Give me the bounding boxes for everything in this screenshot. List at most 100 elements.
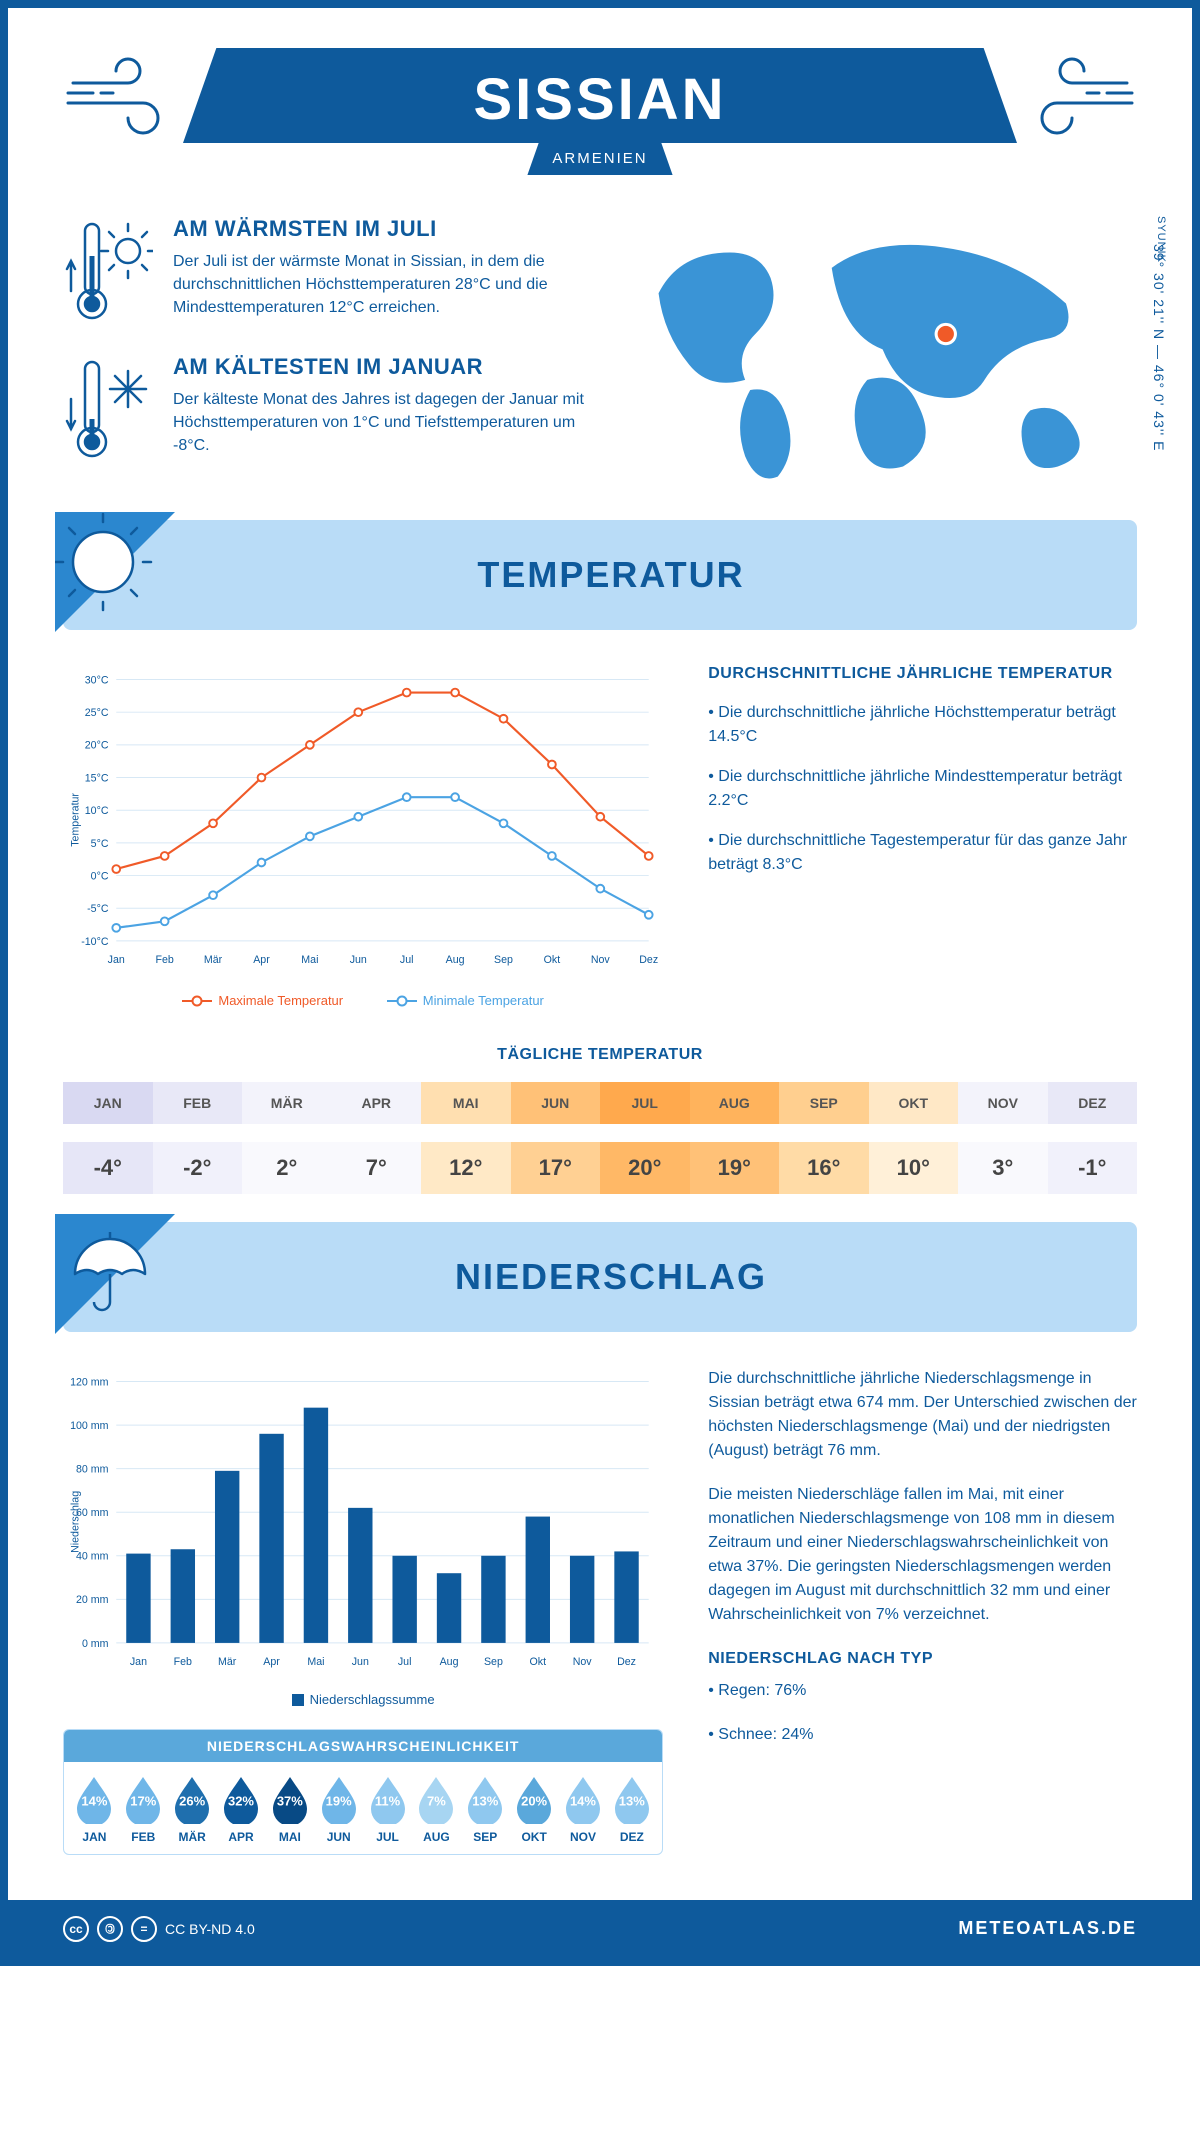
month-head: OKT <box>869 1082 959 1124</box>
prob-cell: 19%JUN <box>314 1774 363 1844</box>
fact-cold-title: AM KÄLTESTEN IM JANUAR <box>173 354 598 380</box>
thermometer-snow-icon <box>63 354 153 464</box>
month-val: -2° <box>153 1142 243 1194</box>
svg-text:Niederschlag: Niederschlag <box>69 1491 81 1553</box>
svg-text:25°C: 25°C <box>85 707 109 719</box>
svg-text:Dez: Dez <box>617 1656 636 1668</box>
legend-max: Maximale Temperatur <box>218 993 343 1008</box>
month-head: MAI <box>421 1082 511 1124</box>
world-map-icon <box>628 222 1137 487</box>
svg-text:Nov: Nov <box>591 954 611 966</box>
month-head: JUN <box>511 1082 601 1124</box>
svg-text:Apr: Apr <box>263 1656 280 1668</box>
temp-text-heading: DURCHSCHNITTLICHE JÄHRLICHE TEMPERATUR <box>708 665 1137 683</box>
precip-probability-box: NIEDERSCHLAGSWAHRSCHEINLICHKEIT 14%JAN17… <box>63 1729 663 1855</box>
svg-text:120 mm: 120 mm <box>70 1377 109 1389</box>
prob-cell: 11%JUL <box>363 1774 412 1844</box>
temp-bullet-2: • Die durchschnittliche jährliche Mindes… <box>708 765 1137 813</box>
month-val: 12° <box>421 1142 511 1194</box>
precip-chart-legend: Niederschlagssumme <box>63 1692 663 1709</box>
svg-text:15°C: 15°C <box>85 772 109 784</box>
umbrella-icon <box>55 1214 175 1334</box>
month-head: FEB <box>153 1082 243 1124</box>
prob-cell: 32%APR <box>217 1774 266 1844</box>
precipitation-bar-chart: 0 mm20 mm40 mm60 mm80 mm100 mm120 mmJanF… <box>63 1367 663 1677</box>
svg-text:20°C: 20°C <box>85 740 109 752</box>
svg-text:Feb: Feb <box>174 1656 192 1668</box>
svg-text:Jul: Jul <box>398 1656 412 1668</box>
country-subtitle: ARMENIEN <box>527 142 672 175</box>
thermometer-sun-icon <box>63 216 153 326</box>
svg-text:100 mm: 100 mm <box>70 1420 109 1432</box>
fact-cold-text: Der kälteste Monat des Jahres ist dagege… <box>173 388 598 458</box>
svg-text:Aug: Aug <box>446 954 465 966</box>
month-val: 17° <box>511 1142 601 1194</box>
month-val: 7° <box>332 1142 422 1194</box>
svg-text:30°C: 30°C <box>85 674 109 686</box>
prob-cell: 17%FEB <box>119 1774 168 1844</box>
fact-warmest: AM WÄRMSTEN IM JULI Der Juli ist der wär… <box>63 216 598 326</box>
month-val: 3° <box>958 1142 1048 1194</box>
month-head: JAN <box>63 1082 153 1124</box>
coordinates: 39° 30' 21'' N — 46° 0' 43'' E <box>1151 244 1167 451</box>
temp-bullet-3: • Die durchschnittliche Tagestemperatur … <box>708 829 1137 877</box>
svg-text:5°C: 5°C <box>91 838 109 850</box>
prob-cell: 13%SEP <box>461 1774 510 1844</box>
svg-text:Nov: Nov <box>573 1656 593 1668</box>
month-head: APR <box>332 1082 422 1124</box>
svg-text:Dez: Dez <box>639 954 658 966</box>
fact-coldest: AM KÄLTESTEN IM JANUAR Der kälteste Mona… <box>63 354 598 464</box>
precip-type-2: • Schnee: 24% <box>708 1723 1137 1747</box>
svg-text:Temperatur: Temperatur <box>69 793 81 847</box>
prob-cell: 14%JAN <box>70 1774 119 1844</box>
month-val: 19° <box>690 1142 780 1194</box>
precip-type-heading: NIEDERSCHLAG NACH TYP <box>708 1647 1137 1671</box>
precip-type-1: • Regen: 76% <box>708 1679 1137 1703</box>
legend-precip: Niederschlagssumme <box>310 1692 435 1707</box>
svg-text:Jun: Jun <box>352 1656 369 1668</box>
section-title-temp: TEMPERATUR <box>175 554 1137 596</box>
svg-text:10°C: 10°C <box>85 805 109 817</box>
svg-text:Jun: Jun <box>350 954 367 966</box>
city-title: SISSIAN <box>183 66 1017 133</box>
precip-paragraph-2: Die meisten Niederschläge fallen im Mai,… <box>708 1483 1137 1627</box>
footer: cc 🄯 = CC BY-ND 4.0 METEOATLAS.DE <box>8 1900 1192 1958</box>
nd-icon: = <box>131 1916 157 1942</box>
svg-text:Jan: Jan <box>130 1656 147 1668</box>
wind-icon-right <box>997 48 1137 148</box>
sun-icon <box>55 512 175 632</box>
month-head: JUL <box>600 1082 690 1124</box>
month-head: DEZ <box>1048 1082 1138 1124</box>
prob-title: NIEDERSCHLAGSWAHRSCHEINLICHKEIT <box>64 1730 662 1762</box>
svg-text:20 mm: 20 mm <box>76 1595 109 1607</box>
month-val: 10° <box>869 1142 959 1194</box>
svg-text:Feb: Feb <box>156 954 174 966</box>
precip-paragraph-1: Die durchschnittliche jährliche Niedersc… <box>708 1367 1137 1463</box>
prob-cell: 7%AUG <box>412 1774 461 1844</box>
svg-text:Mai: Mai <box>307 1656 324 1668</box>
svg-text:-5°C: -5°C <box>87 903 109 915</box>
svg-text:-10°C: -10°C <box>81 936 109 948</box>
prob-cell: 26%MÄR <box>168 1774 217 1844</box>
svg-text:Mär: Mär <box>218 1656 237 1668</box>
svg-text:Jul: Jul <box>400 954 414 966</box>
svg-text:Aug: Aug <box>440 1656 459 1668</box>
by-icon: 🄯 <box>97 1916 123 1942</box>
daily-temp-title: TÄGLICHE TEMPERATUR <box>63 1046 1137 1064</box>
license-text: CC BY-ND 4.0 <box>165 1921 255 1937</box>
fact-warm-title: AM WÄRMSTEN IM JULI <box>173 216 598 242</box>
svg-text:0 mm: 0 mm <box>82 1638 109 1650</box>
month-val: -4° <box>63 1142 153 1194</box>
month-val: 2° <box>242 1142 332 1194</box>
month-head: NOV <box>958 1082 1048 1124</box>
wind-icon-left <box>63 48 203 148</box>
svg-text:80 mm: 80 mm <box>76 1464 109 1476</box>
section-title-precip: NIEDERSCHLAG <box>175 1256 1137 1298</box>
temperature-line-chart: -10°C-5°C0°C5°C10°C15°C20°C25°C30°CJanFe… <box>63 665 663 975</box>
temp-bullet-1: • Die durchschnittliche jährliche Höchst… <box>708 701 1137 749</box>
svg-text:Okt: Okt <box>530 1656 547 1668</box>
section-banner-temperature: TEMPERATUR <box>63 520 1137 630</box>
svg-text:Sep: Sep <box>484 1656 503 1668</box>
svg-text:0°C: 0°C <box>91 870 109 882</box>
month-head: SEP <box>779 1082 869 1124</box>
